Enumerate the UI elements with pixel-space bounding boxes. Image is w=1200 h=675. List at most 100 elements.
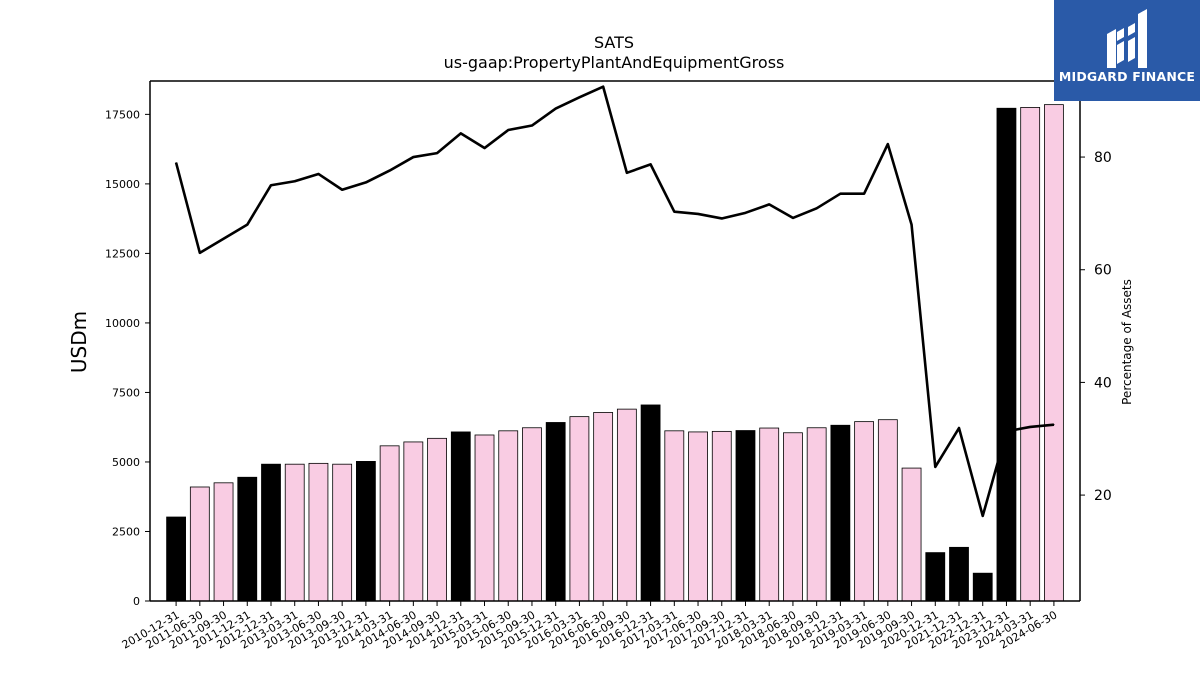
bar-2014-12-31 xyxy=(450,431,471,602)
line-point-2013-06-30 xyxy=(317,173,320,175)
line-point-2017-12-31 xyxy=(744,212,747,214)
line-point-2011-09-30 xyxy=(222,238,225,240)
line-point-2019-03-31 xyxy=(863,193,865,195)
axes-layer: 0 2500 5000 7500 10000 12500 15000 17500 20 40 60 8… xyxy=(105,80,1112,652)
line-point-2018-12-31 xyxy=(839,193,841,195)
line-point-2019-06-30 xyxy=(887,143,889,145)
bar-2015-12-31 xyxy=(545,422,566,602)
line-point-2014-09-30 xyxy=(436,152,438,154)
y-tick-label-0: 0 xyxy=(133,595,140,608)
bar-2017-09-30 xyxy=(711,430,732,602)
midgard-logo: MIDGARD FINANCE xyxy=(1054,0,1200,101)
bar-2024-03-31 xyxy=(1020,107,1041,602)
bar-2014-09-30 xyxy=(427,437,447,602)
bar-2018-09-30 xyxy=(806,427,827,602)
line-point-2015-12-31 xyxy=(555,108,557,110)
y2-axis-label: Percentage of Assets xyxy=(1120,279,1134,405)
bar-2017-12-31 xyxy=(735,430,756,602)
line-point-2018-03-31 xyxy=(768,203,770,205)
bar-2020-12-31 xyxy=(925,552,946,602)
bar-2019-09-30 xyxy=(901,467,922,602)
line-point-2021-12-31 xyxy=(958,427,960,429)
bar-2018-03-31 xyxy=(759,427,780,602)
y-tick-label-17500: 17500 xyxy=(105,108,140,121)
line-point-2016-06-30 xyxy=(602,86,604,88)
bar-2013-06-30 xyxy=(308,462,329,602)
bar-2011-09-30 xyxy=(213,482,234,602)
line-layer xyxy=(174,85,1055,518)
line-point-2018-06-30 xyxy=(792,217,794,219)
y-axis-label: USDm xyxy=(67,311,91,373)
line-point-2010-12-31 xyxy=(175,162,177,164)
line-point-2011-12-31 xyxy=(246,224,248,226)
line-point-2017-06-30 xyxy=(697,213,699,215)
line-point-2012-12-31 xyxy=(270,184,272,186)
line-point-2020-12-31 xyxy=(934,466,936,468)
bar-2014-03-31 xyxy=(379,445,400,602)
bar-2018-06-30 xyxy=(783,432,803,602)
line-point-2016-09-30 xyxy=(626,172,628,174)
line-point-2013-03-31 xyxy=(294,180,296,182)
line-point-2013-12-31 xyxy=(365,181,367,184)
y-tick-label-5000: 5000 xyxy=(112,456,140,469)
line-point-2016-03-31 xyxy=(578,96,581,98)
y2-tick-label-80: 80 xyxy=(1094,150,1112,166)
bar-2018-12-31 xyxy=(830,424,851,602)
y2-tick-label-40: 40 xyxy=(1094,375,1112,391)
line-point-2022-12-31 xyxy=(982,515,984,517)
line-point-2018-09-30 xyxy=(816,207,818,209)
line-point-2015-09-30 xyxy=(531,124,533,127)
bar-2015-03-31 xyxy=(474,434,495,602)
line-point-2014-12-31 xyxy=(460,132,462,134)
bar-2015-06-30 xyxy=(498,430,519,602)
line-point-2017-09-30 xyxy=(721,217,723,220)
line-point-2015-06-30 xyxy=(507,129,509,131)
bar-2013-09-30 xyxy=(332,463,353,602)
bar-2016-09-30 xyxy=(616,408,637,602)
line-point-2024-03-31 xyxy=(1029,426,1031,428)
line-point-2011-06-30 xyxy=(199,252,201,254)
y-tick-label-7500: 7500 xyxy=(112,386,140,399)
line-point-2016-12-31 xyxy=(649,163,652,165)
bar-2011-12-31 xyxy=(237,476,258,602)
bar-2016-03-31 xyxy=(569,416,590,602)
chart-title: SATS xyxy=(594,33,634,52)
bar-2016-12-31 xyxy=(640,404,661,602)
line-point-2023-12-31 xyxy=(1005,430,1008,433)
line-point-2013-09-30 xyxy=(341,189,343,191)
bar-2017-06-30 xyxy=(688,431,708,602)
chart-subtitle: us-gaap:PropertyPlantAndEquipmentGross xyxy=(444,53,785,72)
y2-tick-label-20: 20 xyxy=(1094,488,1112,504)
midgard-logo-icon xyxy=(1107,9,1147,68)
y-tick-label-12500: 12500 xyxy=(105,247,140,260)
y-tick-label-15000: 15000 xyxy=(105,178,140,191)
bar-2011-06-30 xyxy=(189,486,210,602)
line-point-2014-06-30 xyxy=(412,156,414,158)
y2-tick-label-60: 60 xyxy=(1094,263,1112,279)
y-tick-label-2500: 2500 xyxy=(112,525,140,538)
bar-2013-03-31 xyxy=(284,463,305,602)
bar-2013-12-31 xyxy=(355,461,376,602)
bar-2022-12-31 xyxy=(972,572,993,602)
bar-2021-12-31 xyxy=(949,546,969,602)
bar-2014-06-30 xyxy=(403,441,424,602)
y-tick-label-10000: 10000 xyxy=(105,317,140,330)
percentage-of-assets-line xyxy=(174,85,1055,518)
line-point-2024-06-30 xyxy=(1053,424,1055,426)
bar-2016-06-30 xyxy=(593,412,614,602)
line-point-2019-09-30 xyxy=(910,224,913,226)
logo-text: MIDGARD FINANCE xyxy=(1058,69,1196,84)
line-point-2014-03-31 xyxy=(389,169,391,172)
bar-2010-12-31 xyxy=(166,516,186,602)
bar-2023-12-31 xyxy=(996,107,1017,602)
bar-2019-03-31 xyxy=(854,421,874,602)
line-point-2017-03-31 xyxy=(673,211,675,213)
bar-2017-03-31 xyxy=(664,430,685,602)
bar-2024-06-30 xyxy=(1044,104,1064,602)
bar-2012-12-31 xyxy=(261,463,281,602)
line-point-2015-03-31 xyxy=(483,147,486,149)
bars-layer xyxy=(166,104,1064,602)
bar-2015-09-30 xyxy=(522,427,542,602)
bar-2019-06-30 xyxy=(877,419,898,602)
